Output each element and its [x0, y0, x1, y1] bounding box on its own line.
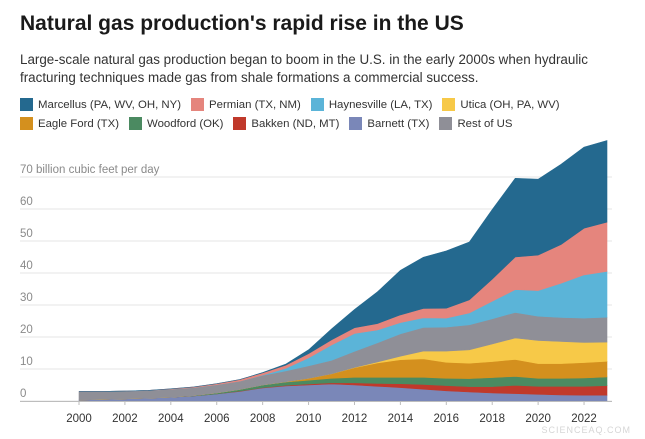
legend-label: Utica (OH, PA, WV) [460, 98, 560, 111]
area-series-8 [79, 140, 608, 392]
legend-swatch [20, 117, 33, 130]
legend-item: Permian (TX, NM) [191, 98, 301, 111]
x-tick-label: 2022 [571, 413, 597, 425]
legend-label: Barnett (TX) [367, 117, 430, 130]
legend-swatch [310, 98, 324, 111]
legend-item: Bakken (ND, MT) [233, 117, 339, 130]
legend-swatch [129, 117, 143, 130]
legend-label: Bakken (ND, MT) [251, 117, 340, 130]
x-tick-label: 2000 [66, 413, 92, 425]
legend-item: Woodford (OK) [129, 117, 223, 130]
legend-label: Marcellus (PA, WV, OH, NY) [38, 98, 182, 111]
watermark-text: SCIENCEAQ.COM [541, 425, 631, 435]
y-tick-label: 30 [20, 292, 33, 304]
legend-item: Rest of US [439, 117, 513, 130]
y-tick-label: 20 [20, 324, 33, 336]
legend-row: Eagle Ford (TX) Woodford (OK) Bakken (ND, … [20, 114, 640, 133]
y-tick-label: 40 [20, 260, 33, 272]
legend-swatch [191, 98, 205, 111]
y-tick-label: 10 [20, 356, 33, 368]
chart-title: Natural gas production's rapid rise in t… [20, 12, 464, 35]
x-tick-label: 2006 [204, 413, 230, 425]
chart-subtitle: Large-scale natural gas production began… [20, 52, 588, 85]
x-tick-label: 2014 [388, 413, 414, 425]
legend-item: Haynesville (LA, TX) [310, 98, 433, 111]
legend-label: Eagle Ford (TX) [38, 117, 120, 130]
legend-swatch [20, 98, 33, 111]
legend-item: Barnett (TX) [349, 117, 429, 130]
x-tick-label: 2010 [296, 413, 322, 425]
x-tick-label: 2012 [342, 413, 368, 425]
legend-label: Woodford (OK) [147, 117, 224, 130]
y-tick-label: 0 [20, 388, 26, 400]
legend-label: Permian (TX, NM) [209, 98, 301, 111]
chart-legend: Marcellus (PA, WV, OH, NY) Permian (TX, N… [20, 95, 640, 133]
legend-label: Haynesville (LA, TX) [328, 98, 433, 111]
legend-swatch [349, 117, 363, 130]
legend-swatch [439, 117, 453, 130]
x-tick-label: 2016 [434, 413, 460, 425]
legend-item: Marcellus (PA, WV, OH, NY) [20, 98, 181, 111]
legend-item: Utica (OH, PA, WV) [442, 98, 560, 111]
x-tick-label: 2008 [250, 413, 276, 425]
x-tick-label: 2020 [525, 413, 551, 425]
x-tick-label: 2004 [158, 413, 184, 425]
y-tick-label: 60 [20, 196, 33, 208]
x-tick-label: 2002 [112, 413, 138, 425]
x-tick-label: 2018 [479, 413, 505, 425]
y-tick-label: 70 billion cubic feet per day [20, 164, 160, 176]
legend-label: Rest of US [457, 117, 513, 130]
y-tick-label: 50 [20, 228, 33, 240]
legend-swatch [442, 98, 456, 111]
legend-item: Eagle Ford (TX) [20, 117, 119, 130]
legend-row: Marcellus (PA, WV, OH, NY) Permian (TX, N… [20, 95, 640, 114]
legend-swatch [233, 117, 247, 130]
